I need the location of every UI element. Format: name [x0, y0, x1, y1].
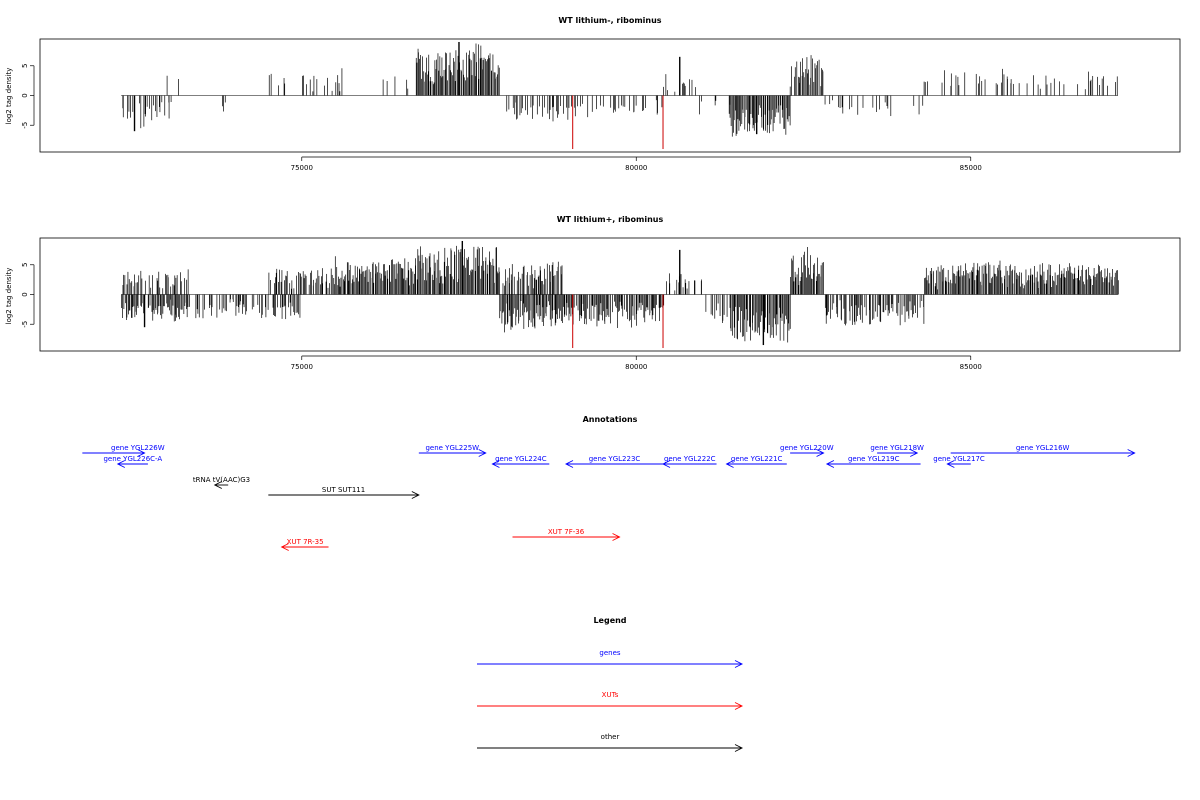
feature-label: gene YGL223C [589, 455, 641, 463]
x-tick-label: 75000 [291, 164, 313, 172]
annotation-track: Annotations gene YGL226W gene YGL226C-A tR… [82, 415, 1136, 551]
feature-arrow-head [411, 491, 420, 499]
feature-arrow-head [491, 460, 500, 468]
feature-arrow-head [725, 460, 734, 468]
bars-group [121, 41, 1118, 150]
density-panel-lithium-minus: WT lithium-, ribominus log2 tag density … [5, 16, 1181, 172]
x-tick-label: 80000 [625, 164, 647, 172]
legend-entries: genes XUTs other [477, 649, 744, 752]
x-tick-label: 75000 [291, 363, 313, 371]
legend-label: other [601, 733, 620, 741]
y-tick-label: 5 [21, 263, 29, 267]
y-tick-label: -5 [21, 122, 29, 129]
feature-label: gene YGL216W [1016, 444, 1070, 452]
feature-label: gene YGL225W [425, 444, 479, 452]
feature-label: gene YGL219C [848, 455, 900, 463]
feature-label: gene YGL220W [780, 444, 834, 452]
y-tick-label: 0 [21, 292, 29, 296]
x-tick-label: 85000 [960, 363, 982, 371]
y-tick-label: 5 [21, 64, 29, 68]
plot-frame [39, 38, 1181, 153]
feature-label: XUT 7F-36 [548, 528, 585, 536]
feature-arrow-head [478, 449, 487, 457]
feature-label: gene YGL218W [870, 444, 924, 452]
y-tick-label: -5 [21, 321, 29, 328]
feature-label: XUT 7R-35 [287, 538, 324, 546]
feature-label: gene YGL226W [111, 444, 165, 452]
annotations-title: Annotations [583, 415, 638, 424]
plot-frame [39, 237, 1181, 352]
feature-arrow-head [137, 449, 146, 457]
feature-arrow-head [946, 460, 955, 468]
feature-arrow-head [612, 533, 621, 541]
feature-arrow-head [662, 460, 671, 468]
panel-title: WT lithium-, ribominus [558, 16, 661, 25]
legend-label: genes [599, 649, 620, 657]
features-group: gene YGL226W gene YGL226C-A tRNA tV(AAC)G3… [82, 444, 1136, 551]
legend-title: Legend [593, 616, 626, 625]
feature-arrow-head [910, 449, 919, 457]
feature-label: SUT SUT111 [322, 486, 365, 494]
feature-arrow-head [213, 481, 222, 489]
bars-group [121, 240, 1119, 349]
panel-title: WT lithium+, ribominus [557, 215, 664, 224]
x-tick-label: 85000 [960, 164, 982, 172]
axes-group: -5 0 5 75000 80000 85000 [21, 64, 982, 172]
legend-arrow-head [734, 702, 744, 710]
y-axis-label: log2 tag density [5, 68, 13, 125]
legend: Legend genes XUTs other [477, 616, 744, 752]
feature-label: gene YGL222C [664, 455, 716, 463]
feature-arrow-head [1127, 449, 1136, 457]
feature-label: gene YGL221C [731, 455, 783, 463]
feature-arrow-head [280, 543, 289, 551]
feature-arrow-head [565, 460, 574, 468]
axes-group: -5 0 5 75000 80000 85000 [21, 263, 982, 371]
feature-label: gene YGL217C [933, 455, 985, 463]
feature-arrow-head [116, 460, 125, 468]
feature-arrow-head [816, 449, 825, 457]
y-axis-label: log2 tag density [5, 268, 13, 325]
feature-label: gene YGL224C [495, 455, 547, 463]
legend-label: XUTs [602, 691, 619, 699]
feature-label: gene YGL226C-A [103, 455, 162, 463]
density-panel-lithium-plus: WT lithium+, ribominus log2 tag density … [5, 215, 1181, 371]
legend-arrow-head [734, 660, 744, 668]
y-tick-label: 0 [21, 93, 29, 97]
legend-arrow-head [734, 744, 744, 752]
x-tick-label: 80000 [625, 363, 647, 371]
feature-label: tRNA tV(AAC)G3 [193, 476, 250, 484]
feature-arrow-head [825, 460, 835, 468]
